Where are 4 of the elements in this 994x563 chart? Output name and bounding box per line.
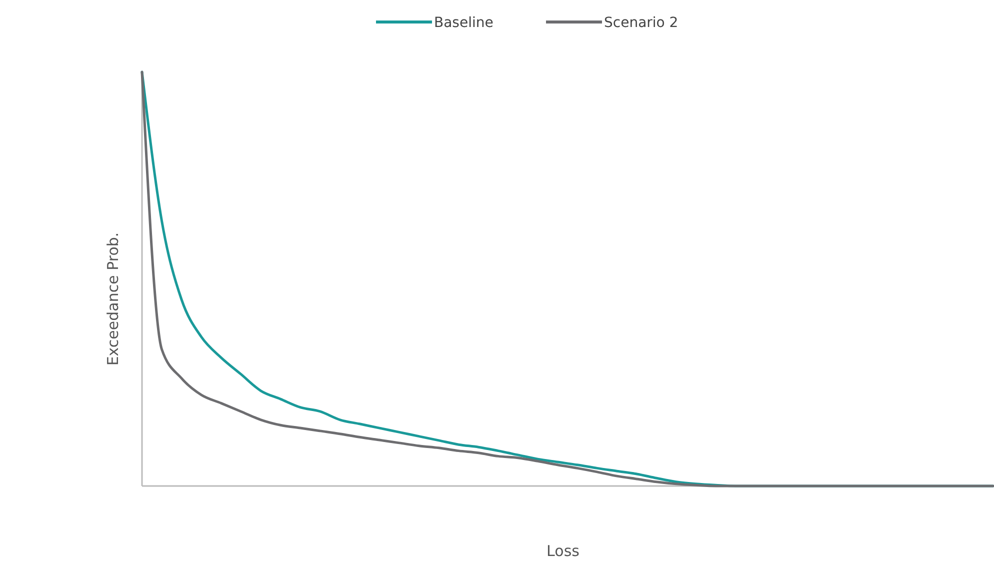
- y-axis-title: Exceedance Prob.: [104, 232, 122, 366]
- legend-label: Baseline: [434, 15, 494, 31]
- legend-label: Scenario 2: [604, 15, 678, 31]
- x-axis-title: Loss: [546, 542, 580, 560]
